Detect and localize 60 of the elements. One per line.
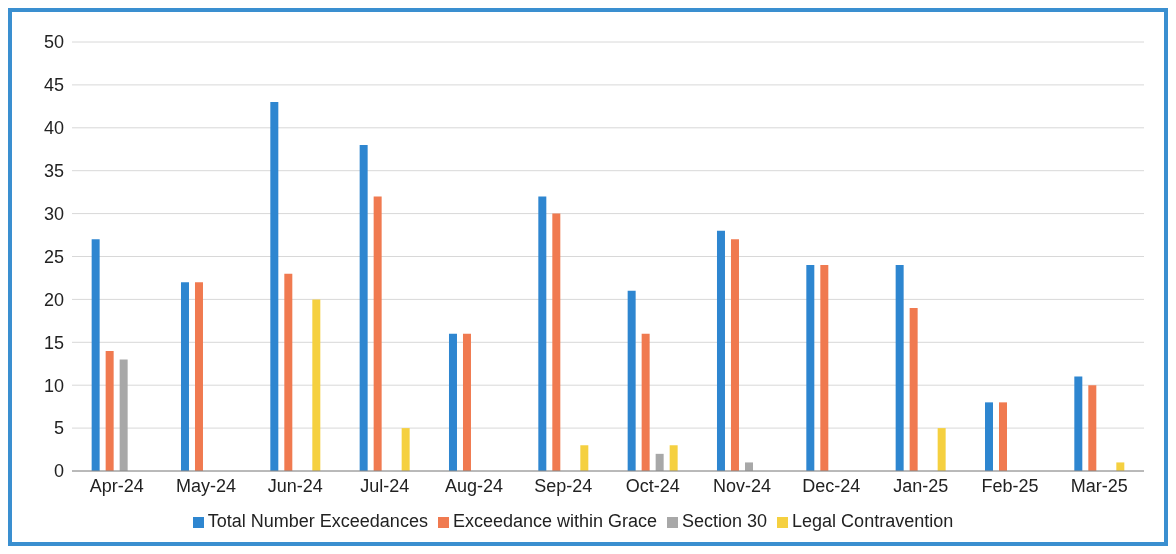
bar [641, 333, 650, 471]
x-tick-label: Jan-25 [893, 475, 949, 496]
bar [937, 428, 946, 471]
legend-label: Legal Contravention [792, 511, 954, 531]
legend-label: Exceedance within Grace [452, 511, 658, 531]
x-tick-label: Jun-24 [267, 475, 323, 496]
bar [716, 230, 725, 471]
y-tick-label: 10 [43, 375, 64, 396]
bar [909, 307, 918, 471]
bar [998, 402, 1007, 471]
bar [895, 265, 904, 471]
x-tick-label: Sep-24 [534, 475, 593, 496]
x-tick-label: Feb-25 [981, 475, 1039, 496]
y-tick-label: 20 [43, 289, 64, 310]
bar [180, 282, 189, 471]
bar [744, 462, 753, 471]
y-tick-label: 30 [43, 203, 64, 224]
bar [270, 102, 279, 471]
x-tick-label: Apr-24 [89, 475, 144, 496]
bar [119, 359, 128, 471]
y-tick-label: 40 [43, 118, 64, 139]
x-tick-label: Nov-24 [712, 475, 772, 496]
bar [91, 239, 100, 471]
bar [627, 290, 636, 471]
bar [284, 273, 293, 471]
bar [655, 453, 664, 471]
bar [730, 239, 739, 471]
bar [105, 350, 114, 471]
bar [462, 333, 471, 471]
bar [373, 196, 382, 471]
legend-label: Total Number Exceedances [207, 511, 428, 531]
bar [552, 213, 561, 471]
x-tick-label: Jul-24 [360, 475, 410, 496]
bar [1074, 376, 1083, 471]
bar [401, 428, 410, 471]
bar [1116, 462, 1125, 471]
y-tick-label: 0 [53, 461, 64, 482]
bar [669, 445, 678, 471]
x-tick-label: Mar-25 [1070, 475, 1128, 496]
x-tick-label: Dec-24 [802, 475, 861, 496]
x-tick-label: May-24 [175, 475, 237, 496]
bar [984, 402, 993, 471]
bar [1088, 385, 1097, 471]
y-tick-label: 25 [43, 246, 64, 267]
y-tick-label: 5 [53, 418, 64, 439]
y-tick-label: 15 [43, 332, 64, 353]
bar [580, 445, 589, 471]
bar [820, 265, 829, 471]
bar [194, 282, 203, 471]
y-tick-label: 35 [43, 161, 64, 182]
y-tick-label: 50 [43, 32, 64, 53]
legend-label: Section 30 [682, 511, 768, 531]
bar [312, 299, 321, 471]
bar [806, 265, 815, 471]
y-tick-label: 45 [43, 75, 64, 96]
bar [538, 196, 547, 471]
x-tick-label: Oct-24 [625, 475, 680, 496]
bar [448, 333, 457, 471]
x-tick-label: Aug-24 [444, 475, 504, 496]
bar [359, 144, 368, 471]
